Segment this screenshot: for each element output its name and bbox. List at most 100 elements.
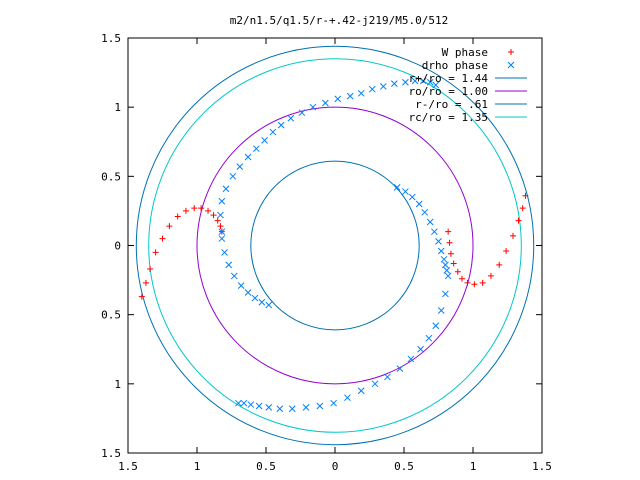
legend-label-4: r-/ro = .61 — [415, 98, 488, 111]
point-0-20 — [458, 275, 465, 282]
point-1-9 — [269, 128, 277, 136]
point-1-34 — [265, 301, 273, 309]
point-0-7 — [182, 207, 189, 214]
legend-label-5: rc/ro = 1.35 — [409, 111, 488, 124]
point-1-52 — [417, 345, 424, 353]
point-1-66 — [247, 401, 255, 408]
ytick-label-3: 0 — [114, 240, 121, 253]
xtick-label-2: 0.5 — [256, 460, 276, 473]
point-1-7 — [252, 145, 260, 153]
xtick-label-3: 0 — [332, 460, 339, 473]
point-0-24 — [487, 272, 494, 279]
ytick-label-6: 1.5 — [101, 32, 121, 45]
point-1-1 — [217, 211, 224, 219]
point-1-30 — [237, 282, 245, 289]
point-1-47 — [444, 272, 452, 280]
point-1-28 — [225, 261, 233, 269]
point-1-53 — [407, 355, 415, 363]
point-1-16 — [346, 92, 354, 100]
point-1-50 — [432, 322, 440, 330]
point-0-18 — [450, 260, 457, 267]
point-0-15 — [445, 228, 452, 235]
point-1-42 — [435, 237, 442, 245]
ytick-label-1: 1 — [114, 378, 121, 391]
point-1-48 — [442, 290, 449, 298]
data-series — [138, 77, 529, 413]
point-1-2 — [218, 197, 226, 205]
point-1-15 — [334, 95, 342, 103]
point-1-5 — [236, 163, 244, 171]
point-1-54 — [396, 365, 404, 372]
point-0-28 — [515, 217, 522, 224]
point-1-58 — [344, 394, 351, 402]
point-1-33 — [258, 298, 266, 306]
point-1-39 — [421, 208, 429, 216]
point-0-23 — [479, 279, 486, 286]
series-0 — [138, 192, 529, 300]
circle-1 — [196, 106, 474, 385]
point-0-27 — [510, 232, 517, 239]
point-1-63 — [276, 405, 284, 413]
point-1-65 — [255, 402, 263, 410]
ytick-label-0: 1.5 — [101, 447, 121, 460]
point-1-12 — [298, 109, 306, 117]
point-0-29 — [519, 205, 526, 212]
point-1-3 — [222, 185, 230, 193]
point-1-36 — [402, 188, 409, 195]
point-0-10 — [205, 207, 212, 214]
ytick-label-5: 1 — [114, 101, 121, 114]
point-1-22 — [411, 77, 419, 85]
point-0-11 — [210, 212, 217, 219]
point-1-43 — [437, 247, 445, 255]
point-1-21 — [402, 78, 409, 86]
legend-label-2: r+/ro = 1.44 — [409, 72, 489, 85]
point-1-57 — [357, 387, 365, 395]
point-1-64 — [265, 403, 273, 411]
ytick-label-4: 0.5 — [101, 170, 121, 183]
point-1-44 — [440, 255, 448, 263]
point-0-17 — [447, 250, 454, 257]
legend-sample-1 — [507, 61, 515, 69]
point-1-55 — [384, 373, 391, 381]
point-1-67 — [240, 399, 248, 407]
xtick-label-1: 1 — [194, 460, 201, 473]
point-1-60 — [316, 402, 324, 410]
chart-title: m2/n1.5/q1.5/r-+.42-j219/M5.0/512 — [230, 14, 449, 27]
point-0-21 — [464, 279, 471, 286]
point-1-40 — [426, 218, 434, 226]
point-0-0 — [138, 293, 145, 300]
point-1-24 — [426, 78, 434, 86]
point-1-35 — [393, 184, 401, 191]
point-0-6 — [174, 213, 181, 220]
point-1-18 — [368, 85, 376, 93]
axis-ticks: 1.5 1 0.5 0 0.5 1 1.51.510.500.511.5 — [101, 32, 552, 473]
point-1-25 — [432, 81, 440, 89]
point-0-3 — [152, 249, 159, 256]
point-1-6 — [244, 153, 252, 161]
point-0-8 — [191, 205, 198, 212]
point-1-0 — [218, 228, 226, 236]
point-1-56 — [371, 380, 379, 388]
point-0-2 — [147, 266, 154, 273]
xtick-label-4: 0.5 — [394, 460, 414, 473]
legend-label-0: W phase — [442, 46, 488, 59]
point-0-25 — [496, 261, 503, 268]
series-1 — [217, 77, 452, 413]
point-1-31 — [244, 289, 252, 296]
point-1-11 — [287, 114, 295, 122]
point-0-26 — [503, 248, 510, 255]
point-1-59 — [330, 399, 337, 407]
point-1-32 — [251, 294, 259, 302]
point-1-29 — [230, 272, 238, 280]
point-1-45 — [442, 261, 449, 269]
point-0-1 — [142, 279, 149, 286]
point-0-16 — [446, 239, 453, 246]
point-1-13 — [309, 103, 317, 111]
point-1-20 — [390, 80, 398, 88]
legend-label-3: ro/ro = 1.00 — [409, 85, 488, 98]
point-0-12 — [214, 217, 221, 224]
point-1-62 — [288, 405, 296, 413]
point-1-27 — [221, 249, 228, 256]
circle-3 — [148, 58, 522, 433]
